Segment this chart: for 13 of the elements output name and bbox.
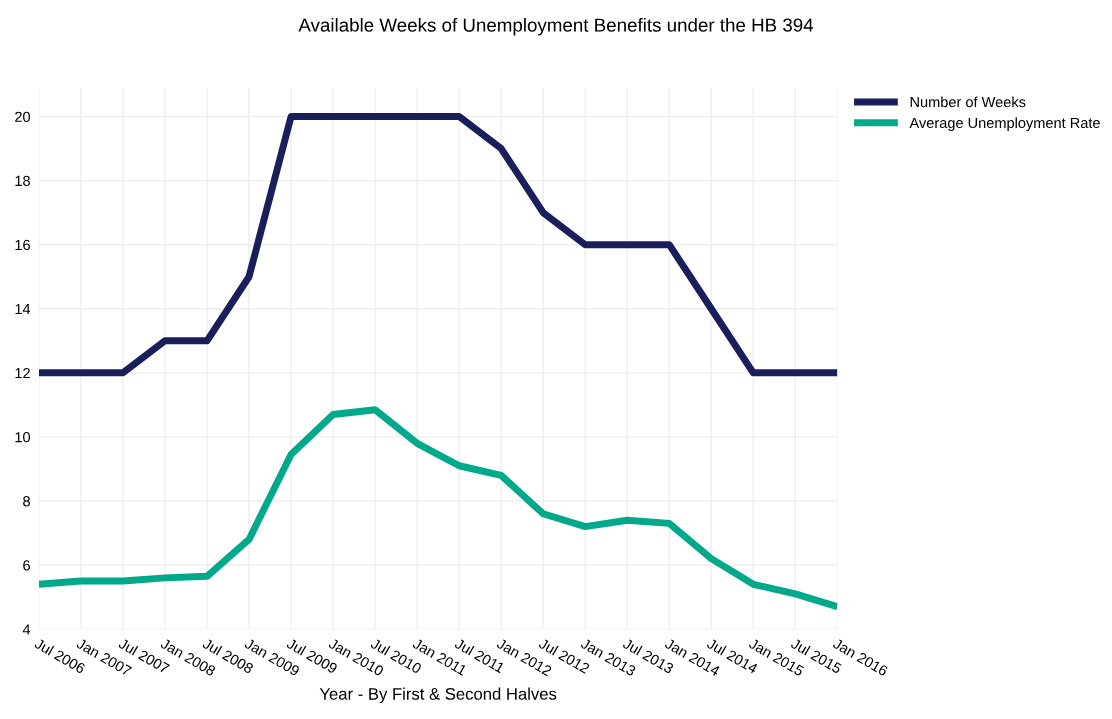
y-tick-label: 8 [23,496,30,507]
y-tick-label: 6 [23,560,30,571]
y-tick-label: 12 [15,367,30,379]
y-tick-label: 4 [22,624,31,635]
y-tick-label: 14 [15,304,31,315]
y-tick-label: 10 [15,432,31,443]
y-tick-label: 16 [15,239,30,251]
chart-title: Available Weeks of Unemployment Benefits under the HB 394 [298,17,814,36]
legend-label: Average Unemployment Rate [909,117,1100,131]
y-tick-label: 20 [15,111,31,122]
x-axis-title: Year - By First & Second Halves [319,687,557,704]
legend-label: Number of Weeks [910,96,1026,108]
y-tick-label: 18 [15,175,30,187]
